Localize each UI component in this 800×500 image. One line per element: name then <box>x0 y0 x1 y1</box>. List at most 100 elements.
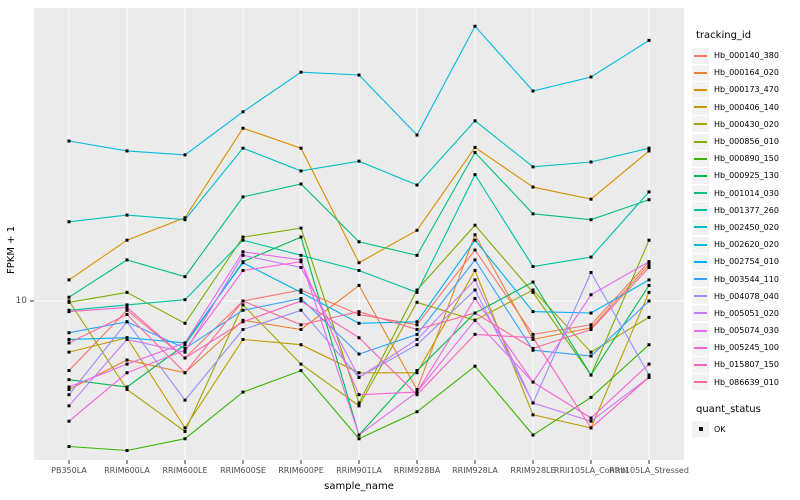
legend-label: Hb_000140_380 <box>714 51 779 61</box>
data-point <box>531 337 535 341</box>
data-point <box>67 419 71 423</box>
data-point <box>299 369 303 373</box>
legend-label: Hb_004078_040 <box>714 291 779 301</box>
data-point <box>473 332 477 336</box>
data-point <box>589 354 593 358</box>
data-point <box>125 388 129 392</box>
data-point <box>241 320 245 324</box>
data-point <box>241 235 245 239</box>
data-point <box>357 433 361 437</box>
data-point <box>473 145 477 149</box>
data-point <box>183 341 187 345</box>
data-point <box>299 226 303 230</box>
legend-item: Hb_086639_010 <box>692 374 800 391</box>
data-point <box>647 263 651 267</box>
data-point <box>531 413 535 417</box>
legend-item: Hb_003544_110 <box>692 270 800 288</box>
data-point <box>647 198 651 202</box>
data-point <box>415 390 419 394</box>
data-point <box>647 278 651 282</box>
data-point <box>125 303 129 307</box>
legend-item: Hb_001014_030 <box>692 185 800 202</box>
data-point <box>473 24 477 28</box>
data-point <box>125 320 129 324</box>
data-point <box>589 293 593 297</box>
legend-line-swatch <box>694 192 707 195</box>
data-point <box>67 385 71 389</box>
data-point <box>67 393 71 397</box>
legend-key <box>692 81 709 98</box>
data-point <box>589 419 593 423</box>
legend-key <box>692 99 709 116</box>
data-point <box>473 311 477 315</box>
legend-key <box>692 305 709 322</box>
legend-item: Hb_005051_020 <box>692 305 800 322</box>
legend-key <box>692 253 709 270</box>
data-point <box>299 288 303 292</box>
legend-key <box>692 64 709 81</box>
data-point <box>67 444 71 448</box>
data-point <box>125 385 129 389</box>
data-point <box>357 159 361 163</box>
legend-line-swatch <box>694 363 707 366</box>
data-point <box>241 126 245 130</box>
legend-key <box>692 322 709 339</box>
data-point <box>299 290 303 294</box>
data-point <box>473 233 477 237</box>
legend-line-swatch <box>694 295 707 298</box>
legend-key <box>692 133 709 150</box>
y-axis-title: FPKM + 1 <box>6 225 17 274</box>
legend-label: Hb_002754_010 <box>714 257 779 267</box>
data-point <box>415 393 419 397</box>
data-point <box>125 290 129 294</box>
data-point <box>183 153 187 157</box>
legend-label: Hb_000430_020 <box>714 119 779 129</box>
data-point <box>67 404 71 408</box>
data-point <box>67 278 71 282</box>
data-point <box>183 437 187 441</box>
data-point <box>357 321 361 325</box>
data-point <box>473 150 477 154</box>
legend-key <box>692 421 709 438</box>
legend-label: Hb_015807_150 <box>714 360 779 370</box>
legend-line-swatch <box>694 312 707 315</box>
data-point <box>647 238 651 242</box>
legend: tracking_id Hb_000140_380 Hb_000164_020 Hb… <box>692 0 800 438</box>
data-point <box>183 216 187 220</box>
data-point <box>357 393 361 397</box>
data-point <box>531 212 535 216</box>
data-point <box>299 258 303 262</box>
data-point <box>473 258 477 262</box>
data-point <box>183 275 187 279</box>
legend-label: Hb_000856_010 <box>714 137 779 147</box>
legend-item: Hb_000430_020 <box>692 116 800 133</box>
data-point <box>415 320 419 324</box>
data-point <box>125 308 129 312</box>
data-point <box>531 380 535 384</box>
data-point <box>473 248 477 252</box>
data-point <box>647 290 651 294</box>
data-point <box>531 288 535 292</box>
data-point <box>67 350 71 354</box>
legend-label: OK <box>714 424 726 434</box>
legend-label: Hb_000173_470 <box>714 85 779 95</box>
legend-label: Hb_005074_030 <box>714 326 779 336</box>
legend-item: Hb_000406_140 <box>692 99 800 116</box>
data-point <box>183 398 187 402</box>
data-point <box>299 70 303 74</box>
data-point <box>67 337 71 341</box>
data-point <box>241 299 245 303</box>
legend-line-swatch <box>694 157 707 160</box>
data-point <box>125 358 129 362</box>
data-point <box>589 416 593 420</box>
data-point <box>647 283 651 287</box>
data-point <box>647 299 651 303</box>
data-point <box>531 401 535 405</box>
data-point <box>299 235 303 239</box>
data-point <box>589 255 593 259</box>
y-tick-label: 10 <box>15 296 27 306</box>
data-point <box>299 299 303 303</box>
data-point <box>299 308 303 312</box>
data-point <box>357 336 361 340</box>
data-point <box>531 165 535 169</box>
